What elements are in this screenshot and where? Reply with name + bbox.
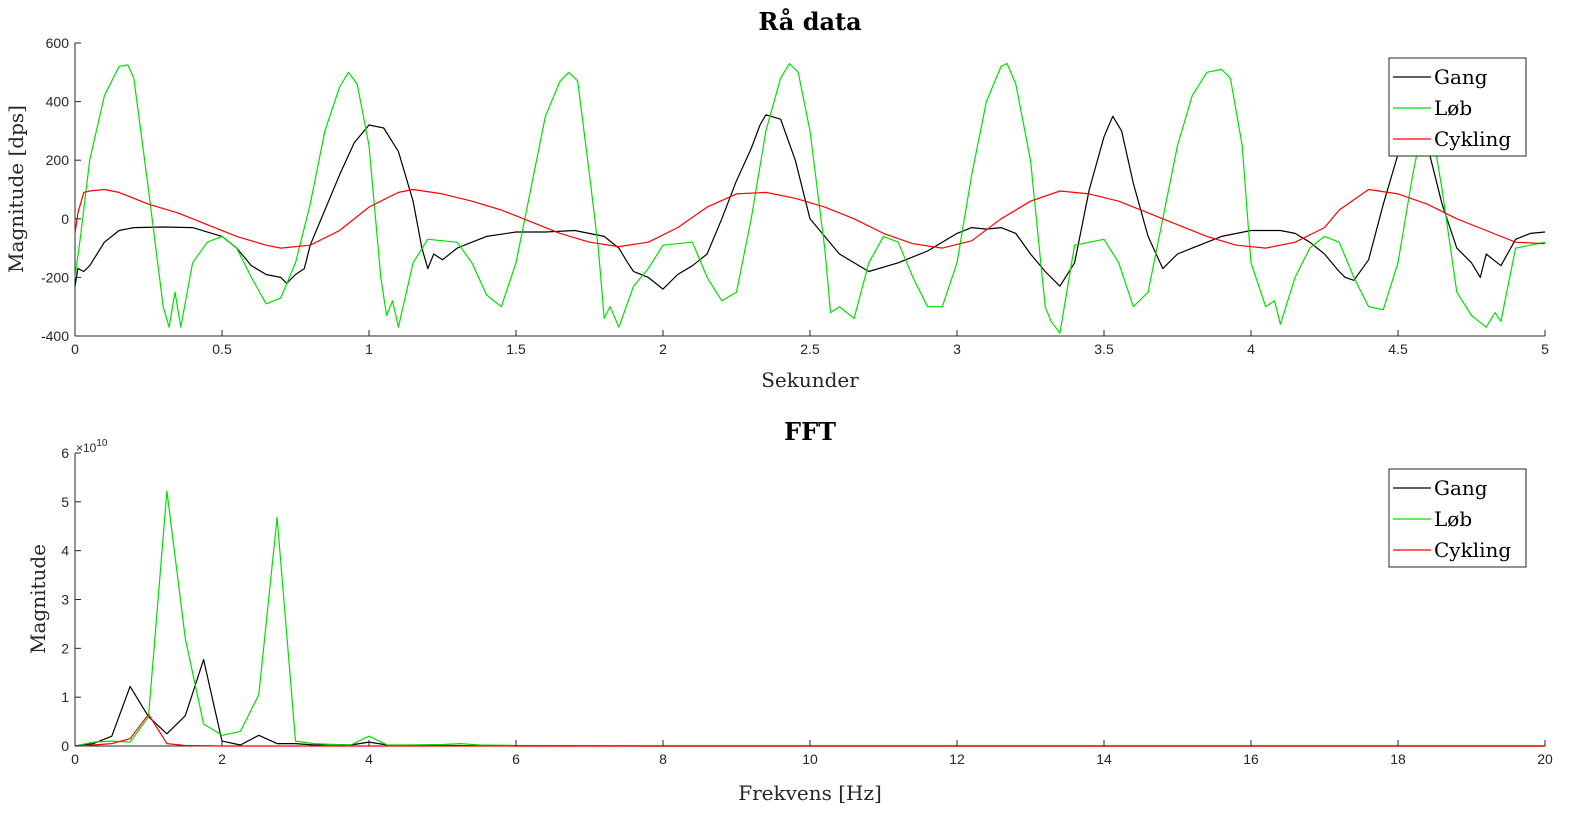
raw-data-chart: Rå data 0 0.5 1 1.5 2 2.5 3 3.5 4 4.5 5 -400 -200 0 20…: [4, 7, 1549, 392]
chart-title: Rå data: [758, 7, 861, 36]
series-line-gang: [74, 658, 1545, 747]
series-line-gang: [74, 114, 1546, 290]
x-tick-label: 6: [512, 751, 520, 767]
plot-area: [74, 453, 1545, 747]
x-tick-label: 10: [802, 751, 818, 767]
legend-box: [1388, 57, 1527, 157]
y-tick-label: 3: [61, 592, 69, 608]
y-tick-label: 0: [61, 211, 69, 227]
legend-box: [1388, 468, 1527, 568]
plot-area: [74, 43, 1546, 337]
x-tick-label: 14: [1096, 751, 1112, 767]
legend-label-gang: Gang: [1434, 476, 1488, 500]
series-line-løb: [74, 62, 1546, 334]
y-tick-label: 2: [61, 640, 69, 656]
x-axis-label: Frekvens [Hz]: [738, 781, 882, 805]
axis-ticks: 0 0.5 1 1.5 2 2.5 3 3.5 4 4.5 5 -400 -200 0 200 400 600: [41, 35, 1549, 357]
x-tick-label: 3: [953, 341, 961, 357]
x-tick-label: 1: [365, 341, 373, 357]
y-tick-label: 4: [61, 543, 69, 559]
x-tick-label: 4: [365, 751, 373, 767]
x-axis-label: Sekunder: [761, 368, 859, 392]
series-line-cykling: [74, 188, 1546, 249]
y-tick-label: 600: [46, 35, 70, 51]
x-tick-label: 2: [218, 751, 226, 767]
x-tick-label: 1.5: [506, 341, 526, 357]
y-tick-label: -400: [41, 328, 69, 344]
x-tick-label: 20: [1537, 751, 1553, 767]
y-tick-label: 200: [46, 152, 70, 168]
x-tick-label: 5: [1541, 341, 1549, 357]
legend-label-løb: Løb: [1434, 507, 1472, 531]
legend-label-løb: Løb: [1434, 96, 1472, 120]
legend-label-cykling: Cykling: [1434, 127, 1511, 151]
series-line-løb: [74, 490, 1545, 747]
x-tick-label: 0.5: [212, 341, 232, 357]
x-tick-label: 3.5: [1094, 341, 1114, 357]
chart-title: FFT: [784, 417, 836, 446]
x-tick-label: 4.5: [1388, 341, 1408, 357]
x-tick-label: 12: [949, 751, 965, 767]
legend: Gang Løb Cykling: [1388, 57, 1527, 157]
legend-label-gang: Gang: [1434, 65, 1488, 89]
x-tick-label: 4: [1247, 341, 1255, 357]
y-axis-label: Magnitude: [26, 544, 50, 654]
x-tick-label: 16: [1243, 751, 1259, 767]
x-tick-label: 2: [659, 341, 667, 357]
x-tick-label: 18: [1390, 751, 1406, 767]
y-tick-label: 6: [61, 445, 69, 461]
x-tick-label: 2.5: [800, 341, 820, 357]
y-tick-label: -200: [41, 269, 69, 285]
x-tick-label: 0: [71, 751, 79, 767]
legend-label-cykling: Cykling: [1434, 538, 1511, 562]
x-tick-label: 8: [659, 751, 667, 767]
y-tick-label: 400: [46, 94, 70, 110]
x-tick-label: 0: [71, 341, 79, 357]
y-tick-label: 0: [61, 738, 69, 754]
y-tick-label: 5: [61, 494, 69, 510]
legend: Gang Løb Cykling: [1388, 468, 1527, 568]
y-tick-label: 1: [61, 689, 69, 705]
y-axis-label: Magnitude [dps]: [4, 105, 28, 273]
y-exponent-label: ×1010: [76, 438, 108, 455]
